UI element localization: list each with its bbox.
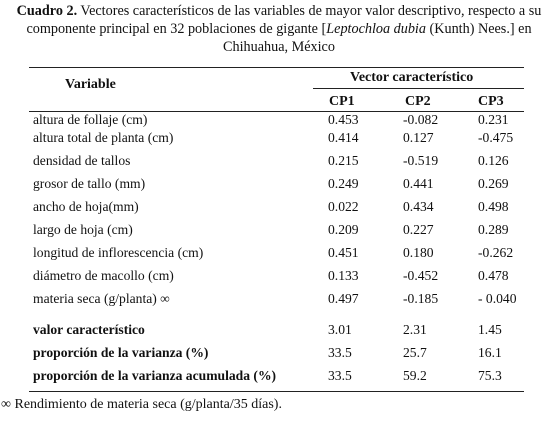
table-row-7-label: longitud de inflorescencia (cm) xyxy=(33,245,204,260)
table-row-1-label: altura de follaje (cm) xyxy=(33,112,148,127)
table-row-2-cp3-value: -0.475 xyxy=(478,130,514,145)
caption-species: Leptochloa dubia xyxy=(326,21,426,37)
column-header-cp2: CP2 xyxy=(405,94,431,109)
table-row-7-cp1-value: 0.451 xyxy=(328,245,359,260)
summary-row-1-cp1-value: 3.01 xyxy=(328,322,352,337)
table-caption: Cuadro 2. Vectores característicos de la… xyxy=(7,2,551,56)
table-row-1-cp3-value: 0.231 xyxy=(478,112,509,127)
table-row-4-cp2-value: 0.441 xyxy=(403,176,434,191)
table-row-5-cp2-value: 0.434 xyxy=(403,199,434,214)
table-row-4-label: grosor de tallo (mm) xyxy=(33,176,146,191)
variable-header: Variable xyxy=(65,77,116,92)
table-row-6-cp3-value: 0.289 xyxy=(478,222,509,237)
table-row-2-cp2-value: 0.127 xyxy=(403,130,434,145)
table-row-3-cp1-value: 0.215 xyxy=(328,153,359,168)
summary-row-2-cp3-value: 16.1 xyxy=(478,345,502,360)
table-row-4-cp3-value: 0.269 xyxy=(478,176,509,191)
table-row-2-cp1-value: 0.414 xyxy=(328,130,359,145)
summary-row-3-cp1-value: 33.5 xyxy=(328,368,352,383)
table-row-2-label: altura total de planta (cm) xyxy=(33,130,174,145)
summary-row-2-label: proporción de la varianza (%) xyxy=(33,345,209,360)
table-row-6-cp1-value: 0.209 xyxy=(328,222,359,237)
table-row-9-cp3-value: - 0.040 xyxy=(478,291,517,306)
table-row-8-cp3-value: 0.478 xyxy=(478,268,509,283)
table-row-8-cp1-value: 0.133 xyxy=(328,268,359,283)
table-row-5-cp1-value: 0.022 xyxy=(328,199,359,214)
caption-text-1: Vectores característicos de las variable… xyxy=(26,3,542,37)
table-row-6-cp2-value: 0.227 xyxy=(403,222,434,237)
table-row-3-cp2-value: -0.519 xyxy=(403,153,439,168)
column-header-cp3: CP3 xyxy=(478,94,504,109)
table-row-4-cp1-value: 0.249 xyxy=(328,176,359,191)
column-header-cp1: CP1 xyxy=(329,94,355,109)
table-row-9-cp1-value: 0.497 xyxy=(328,291,359,306)
summary-row-1-cp2-value: 2.31 xyxy=(403,322,427,337)
table-row-3-cp3-value: 0.126 xyxy=(478,153,509,168)
table-row-7-cp3-value: -0.262 xyxy=(478,245,514,260)
group-header-rule xyxy=(313,88,524,89)
summary-row-3-label: proporción de la varianza acumulada (%) xyxy=(33,368,277,383)
table-row-9-cp2-value: -0.185 xyxy=(403,291,439,306)
table-row-8-label: diámetro de macollo (cm) xyxy=(33,268,174,283)
summary-row-1-label: valor característico xyxy=(33,322,145,337)
header-bottom-rule xyxy=(29,111,524,112)
summary-row-2-cp1-value: 33.5 xyxy=(328,345,352,360)
table-bottom-rule xyxy=(29,391,524,392)
table-row-3-label: densidad de tallos xyxy=(33,153,131,168)
table-row-9-label: materia seca (g/planta) ∞ xyxy=(33,291,170,306)
table-row-7-cp2-value: 0.180 xyxy=(403,245,434,260)
summary-row-3-cp2-value: 59.2 xyxy=(403,368,427,383)
summary-row-3-cp3-value: 75.3 xyxy=(478,368,502,383)
table-row-8-cp2-value: -0.452 xyxy=(403,268,439,283)
footnote: ∞ Rendimiento de materia seca (g/planta/… xyxy=(1,397,282,412)
table-row-1-cp2-value: -0.082 xyxy=(403,112,439,127)
table-row-6-label: largo de hoja (cm) xyxy=(33,222,133,237)
table-row-1-cp1-value: 0.453 xyxy=(328,112,359,127)
caption-text-2: (Kunth) Nees.] en Chihuahua, México xyxy=(223,21,532,55)
caption-label: Cuadro 2. xyxy=(16,3,78,19)
summary-row-1-cp3-value: 1.45 xyxy=(478,322,502,337)
table-row-5-cp3-value: 0.498 xyxy=(478,199,509,214)
group-header: Vector característico xyxy=(350,70,474,85)
table-top-rule xyxy=(29,67,524,68)
summary-row-2-cp2-value: 25.7 xyxy=(403,345,427,360)
table-row-5-label: ancho de hoja(mm) xyxy=(33,199,139,214)
